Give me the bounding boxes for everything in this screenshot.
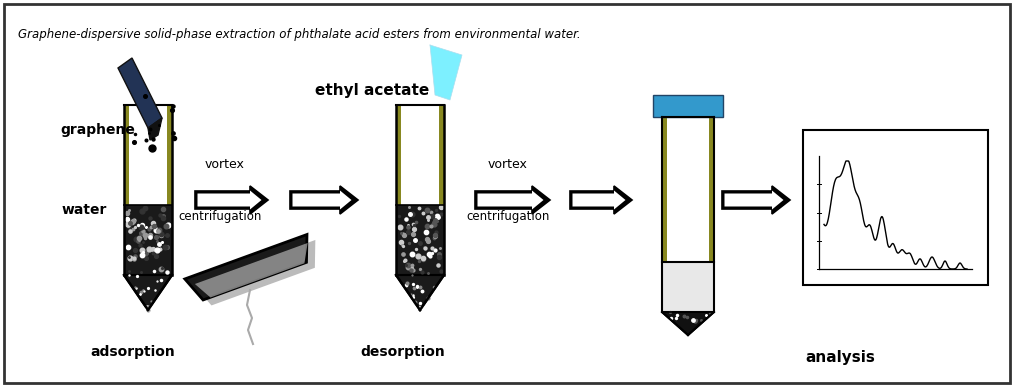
Text: water: water [62, 203, 108, 217]
Bar [124, 105, 172, 205]
Text: adsorption: adsorption [90, 345, 175, 359]
Polygon shape [725, 190, 784, 209]
Polygon shape [477, 190, 543, 209]
Polygon shape [396, 275, 444, 310]
Polygon shape [572, 190, 625, 209]
Bar [662, 117, 667, 262]
Text: analysis: analysis [805, 350, 875, 365]
Polygon shape [185, 235, 307, 300]
Polygon shape [195, 186, 268, 214]
Bar [396, 205, 444, 275]
Polygon shape [198, 190, 262, 209]
Text: desorption: desorption [360, 345, 445, 359]
Text: vortex: vortex [205, 158, 245, 171]
Bar [709, 117, 714, 262]
Bar [662, 117, 714, 262]
Polygon shape [292, 190, 351, 209]
Bar [396, 105, 401, 205]
Bar [124, 205, 172, 275]
Polygon shape [430, 45, 462, 100]
Bar [124, 105, 129, 205]
Bar [439, 105, 444, 205]
Bar [803, 130, 988, 285]
Polygon shape [118, 58, 162, 128]
Text: Graphene-dispersive solid-phase extraction of phthalate acid esters from environ: Graphene-dispersive solid-phase extracti… [18, 28, 581, 41]
Text: centrifugation: centrifugation [179, 210, 262, 223]
Bar [396, 105, 444, 205]
Text: graphene: graphene [60, 123, 135, 137]
Text: centrifugation: centrifugation [466, 210, 550, 223]
Polygon shape [722, 186, 790, 214]
Polygon shape [290, 186, 358, 214]
Text: vortex: vortex [488, 158, 528, 171]
Polygon shape [195, 243, 308, 298]
Bar [653, 95, 723, 117]
Polygon shape [570, 186, 632, 214]
Text: ethyl acetate: ethyl acetate [315, 82, 429, 98]
Polygon shape [124, 275, 172, 310]
Bar [662, 262, 714, 312]
Polygon shape [662, 312, 714, 335]
Bar [167, 105, 172, 205]
Polygon shape [475, 186, 550, 214]
Polygon shape [148, 118, 162, 140]
Polygon shape [193, 240, 316, 305]
